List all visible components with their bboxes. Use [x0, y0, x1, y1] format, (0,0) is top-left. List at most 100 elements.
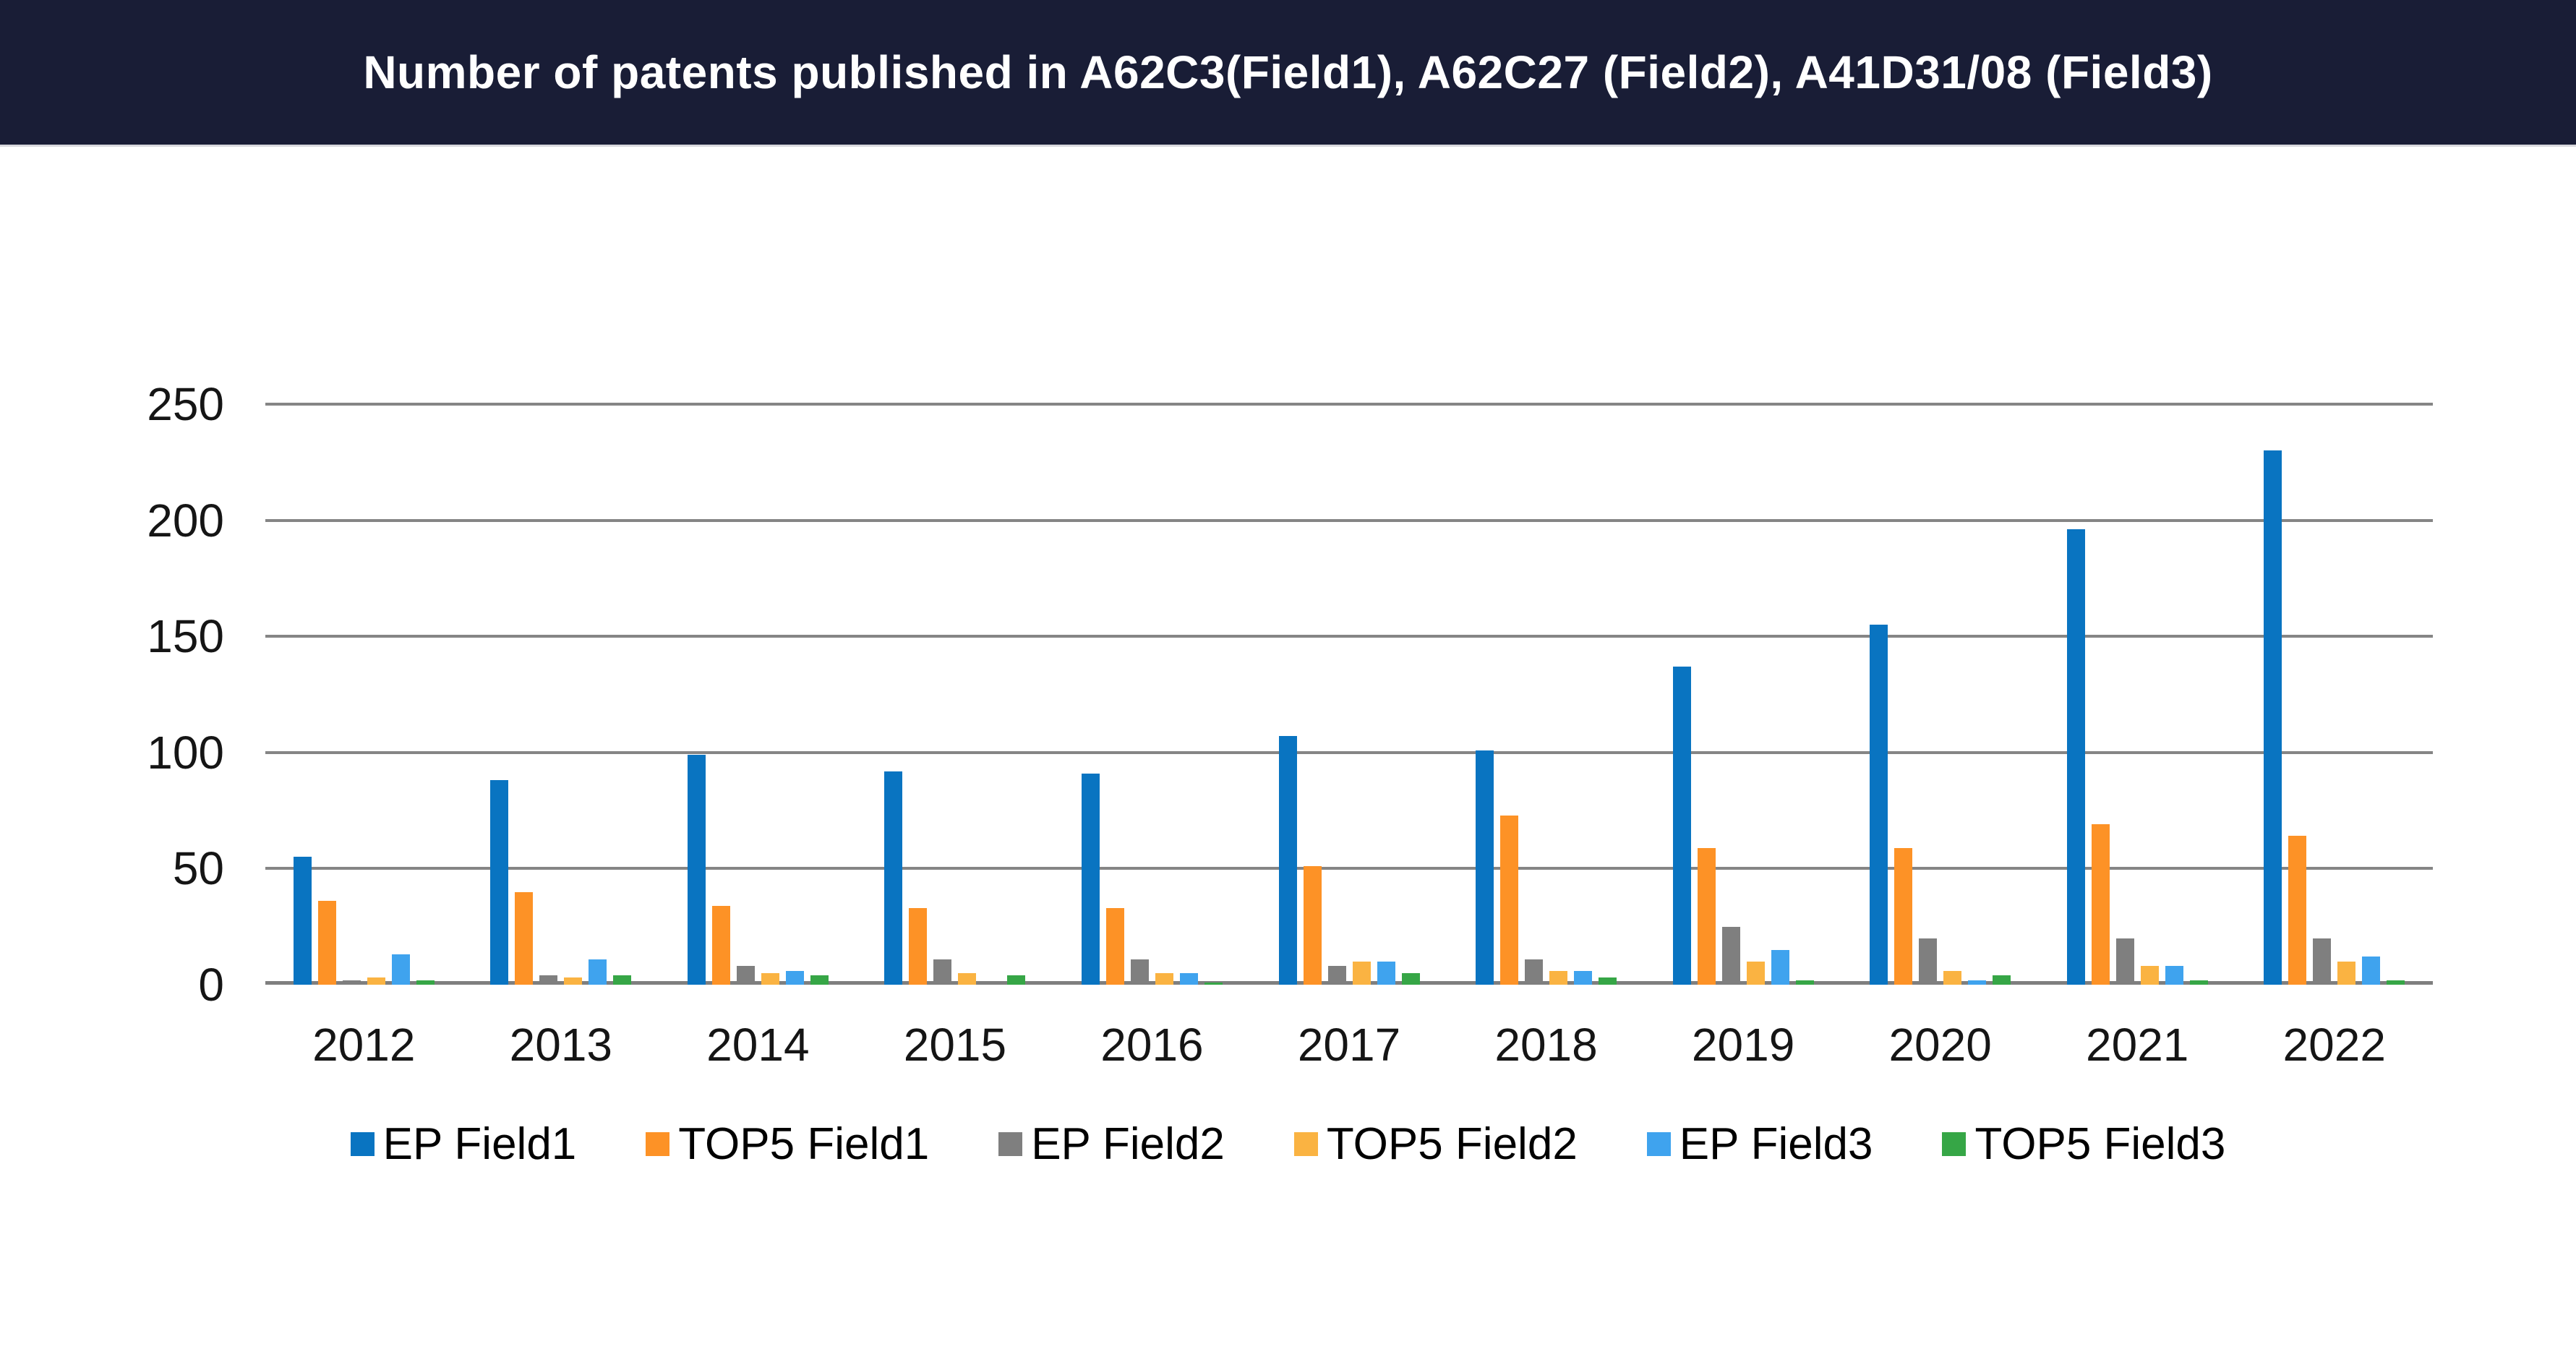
- bar-group-2016: [1053, 404, 1251, 985]
- bar-top5-field3-2018: [1599, 977, 1617, 985]
- bar-ep-field3-2020: [1968, 980, 1987, 985]
- bar-ep-field1-2014: [687, 755, 706, 985]
- legend-swatch-icon: [1293, 1132, 1318, 1156]
- bar-ep-field3-2021: [2165, 966, 2183, 985]
- bar-top5-field2-2019: [1746, 961, 1765, 985]
- bar-top5-field1-2019: [1697, 847, 1716, 985]
- bar-group-2019: [1645, 404, 1842, 985]
- bar-top5-field2-2015: [958, 972, 977, 985]
- bar-group-2013: [463, 404, 660, 985]
- bar-top5-field1-2017: [1303, 866, 1322, 985]
- bar-top5-field1-2012: [317, 901, 336, 985]
- x-tick-label-2019: 2019: [1691, 1019, 1795, 1071]
- y-tick-label: 250: [147, 378, 224, 430]
- x-tick-label-2018: 2018: [1494, 1019, 1598, 1071]
- bar-ep-field1-2016: [1081, 773, 1100, 985]
- bar-top5-field2-2014: [761, 972, 779, 985]
- legend-label: EP Field3: [1679, 1118, 1873, 1169]
- bar-group-2014: [659, 404, 857, 985]
- bar-top5-field1-2015: [909, 908, 928, 985]
- x-tick-label-2021: 2021: [2086, 1019, 2189, 1071]
- legend-swatch-icon: [1646, 1132, 1671, 1156]
- gridline-50: [265, 867, 2433, 870]
- bar-top5-field3-2015: [1007, 975, 1026, 985]
- bar-ep-field2-2016: [1130, 959, 1149, 985]
- bar-ep-field1-2015: [884, 771, 903, 985]
- chart-legend: EP Field1 TOP5 Field1 EP Field2 TOP5 Field2…: [0, 1110, 2576, 1178]
- gridline-250: [265, 403, 2433, 406]
- bar-ep-field1-2020: [1870, 625, 1888, 985]
- bar-ep-field1-2019: [1672, 666, 1691, 985]
- bar-top5-field2-2016: [1155, 972, 1173, 985]
- bar-ep-field2-2021: [2115, 938, 2134, 985]
- gridline-0: [265, 981, 2433, 985]
- legend-label: EP Field2: [1031, 1118, 1225, 1169]
- bar-top5-field3-2017: [1401, 972, 1420, 985]
- bar-ep-field2-2018: [1525, 959, 1544, 985]
- bar-chart: 0 50 100 150 200 250 2012 2013 2014 2015 2016 2017…: [0, 147, 2576, 1365]
- y-tick-label: 100: [147, 726, 224, 779]
- bar-ep-field1-2018: [1476, 750, 1494, 985]
- legend-item-ep-field3: EP Field3: [1646, 1118, 1873, 1169]
- bar-top5-field2-2012: [367, 977, 385, 985]
- bar-top5-field1-2014: [711, 905, 730, 985]
- legend-item-top5-field2: TOP5 Field2: [1293, 1118, 1578, 1169]
- gridline-200: [265, 518, 2433, 522]
- bar-ep-field1-2021: [2066, 529, 2085, 985]
- bar-ep-field3-2017: [1377, 961, 1395, 985]
- y-tick-label: 50: [172, 842, 224, 895]
- bar-group-2012: [265, 404, 463, 985]
- bar-group-2021: [2039, 404, 2236, 985]
- y-tick-label: 0: [198, 959, 224, 1011]
- bar-top5-field1-2016: [1105, 908, 1124, 985]
- legend-label: TOP5 Field3: [1974, 1118, 2226, 1169]
- bar-top5-field1-2018: [1500, 815, 1519, 985]
- bar-top5-field2-2022: [2337, 961, 2356, 985]
- legend-swatch-icon: [998, 1132, 1023, 1156]
- x-tick-label-2022: 2022: [2282, 1019, 2386, 1071]
- x-tick-label-2015: 2015: [903, 1019, 1007, 1071]
- bar-top5-field1-2022: [2288, 836, 2307, 985]
- x-tick-label-2016: 2016: [1100, 1019, 1204, 1071]
- x-tick-label-2020: 2020: [1888, 1019, 1992, 1071]
- y-tick-label: 200: [147, 494, 224, 547]
- bar-ep-field1-2022: [2264, 450, 2282, 985]
- legend-item-ep-field2: EP Field2: [998, 1118, 1225, 1169]
- legend-swatch-icon: [646, 1132, 670, 1156]
- bar-group-2022: [2235, 404, 2433, 985]
- x-tick-label-2014: 2014: [706, 1019, 810, 1071]
- bar-top5-field2-2020: [1943, 970, 1962, 985]
- gridline-150: [265, 635, 2433, 638]
- bar-top5-field3-2013: [613, 975, 632, 985]
- y-axis-labels: 0 50 100 150 200 250: [101, 381, 224, 1008]
- plot-area: [265, 403, 2433, 985]
- bar-ep-field3-2013: [589, 959, 607, 985]
- legend-swatch-icon: [350, 1132, 375, 1156]
- legend-label: TOP5 Field1: [678, 1118, 930, 1169]
- bar-ep-field1-2013: [490, 780, 509, 985]
- bar-top5-field3-2021: [2189, 980, 2208, 985]
- x-tick-label-2012: 2012: [312, 1019, 416, 1071]
- bar-top5-field2-2018: [1549, 970, 1568, 985]
- bar-top5-field3-2014: [810, 975, 829, 985]
- bar-ep-field3-2018: [1574, 970, 1593, 985]
- bar-top5-field1-2021: [2091, 824, 2110, 985]
- bar-ep-field1-2012: [293, 857, 312, 985]
- title-bar: Number of patents published in A62C3(Fie…: [0, 0, 2576, 147]
- legend-label: EP Field1: [382, 1118, 577, 1169]
- bar-ep-field2-2017: [1327, 966, 1346, 985]
- bar-ep-field3-2019: [1771, 949, 1789, 985]
- bar-top5-field3-2022: [2387, 980, 2405, 985]
- x-tick-label-2017: 2017: [1297, 1019, 1401, 1071]
- bar-top5-field3-2016: [1204, 982, 1223, 985]
- legend-label: TOP5 Field2: [1326, 1118, 1578, 1169]
- bar-ep-field2-2022: [2313, 938, 2332, 985]
- bar-ep-field1-2017: [1278, 736, 1297, 985]
- bar-ep-field3-2022: [2362, 957, 2381, 985]
- bar-top5-field3-2012: [416, 980, 435, 985]
- bar-top5-field2-2021: [2140, 966, 2159, 985]
- legend-item-ep-field1: EP Field1: [350, 1118, 577, 1169]
- x-axis-labels: 2012 2013 2014 2015 2016 2017 2018 2019 2020 2021…: [265, 1009, 2433, 1081]
- bar-ep-field2-2014: [736, 966, 755, 985]
- bar-ep-field2-2015: [933, 959, 952, 985]
